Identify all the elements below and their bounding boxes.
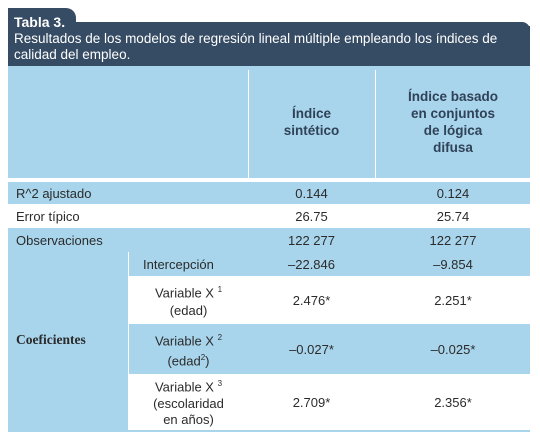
value-sintetico: 2.476*: [292, 292, 331, 308]
table-row: Variable X 3 (escolaridad en años) 2.709…: [129, 374, 530, 430]
row-label: Variable X 1 (edad): [154, 285, 223, 318]
column-header-row: Índice sintético Índice basado en conjun…: [8, 66, 530, 178]
row-label: R^2 ajustado: [16, 185, 92, 201]
table-caption: Resultados de los modelos de regresión l…: [14, 31, 498, 62]
column-header-sintetico: Índice sintético: [283, 106, 340, 138]
row-label: Observaciones: [16, 232, 103, 248]
value-difuso: 122 277: [429, 232, 477, 248]
value-sintetico: 26.75: [295, 208, 328, 224]
table-row: Variable X 2 (edad2) –0.027* –0.025*: [129, 324, 530, 374]
row-label: Variable X 2 (edad2): [154, 332, 223, 369]
table-row: Variable X 1 (edad) 2.476* 2.251*: [129, 276, 530, 324]
value-difuso: 25.74: [436, 208, 470, 224]
value-difuso: 0.124: [436, 185, 470, 201]
column-header-difuso: Índice basado en conjuntos de lógica dif…: [407, 89, 499, 155]
value-sintetico: –22.846: [288, 256, 335, 272]
row-label: Intercepción: [143, 256, 214, 272]
value-sintetico: 2.709*: [292, 394, 331, 410]
table-row: Observaciones 122 277 122 277: [8, 228, 530, 252]
value-difuso: –9.854: [433, 256, 473, 272]
coefficients-block: Coeficientes Intercepción –22.846 –9.854…: [8, 252, 530, 430]
table-row: Intercepción –22.846 –9.854: [129, 252, 530, 276]
coef-group-cell: [8, 252, 128, 430]
coef-group-label: Coeficientes: [16, 332, 86, 347]
table-row: R^2 ajustado 0.144 0.124: [8, 182, 530, 204]
header-notch: [8, 8, 530, 26]
value-sintetico: –0.027*: [289, 341, 334, 357]
table-number: Tabla 3.: [14, 14, 66, 30]
row-label: Error típico: [16, 208, 80, 224]
row-label: Variable X 3 (escolaridad en años): [153, 379, 224, 427]
table-header: Tabla 3. Resultados de los modelos de re…: [8, 8, 530, 66]
value-sintetico: 122 277: [288, 232, 335, 248]
value-difuso: 2.251*: [434, 292, 472, 308]
value-difuso: 2.356*: [434, 394, 472, 410]
header-bar: [8, 22, 530, 66]
value-sintetico: 0.144: [295, 185, 328, 201]
table-row: Error típico 26.75 25.74: [8, 204, 530, 228]
value-difuso: –0.025*: [430, 341, 476, 357]
